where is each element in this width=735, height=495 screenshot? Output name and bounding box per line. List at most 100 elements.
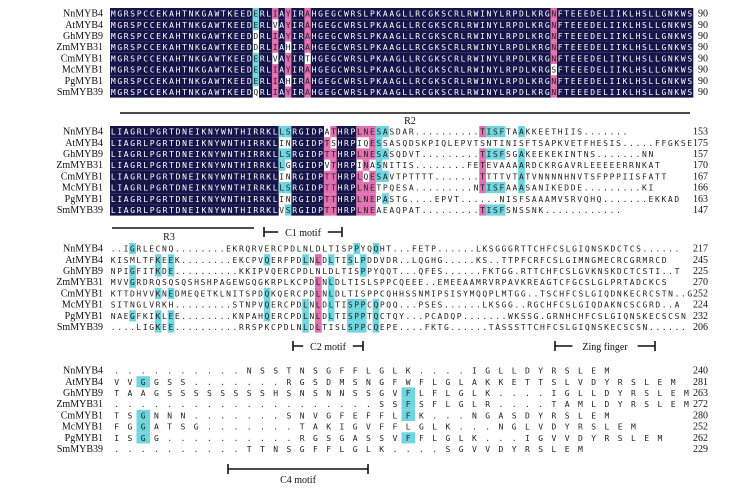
residue-shade xyxy=(550,8,558,20)
residue-shade xyxy=(537,30,545,42)
residue-shade xyxy=(239,86,247,98)
residue-shade xyxy=(349,75,357,87)
residue-shade xyxy=(116,52,124,64)
residue-shade xyxy=(440,64,448,76)
residue-shade xyxy=(667,8,674,20)
species-name: GhMYB9 xyxy=(63,31,103,42)
residue-shade xyxy=(372,321,380,333)
residue-shade xyxy=(246,137,253,149)
species-name: McMYB1 xyxy=(62,300,103,311)
residue-shade xyxy=(569,86,577,98)
residue-count: 90 xyxy=(698,53,708,64)
residue-shade xyxy=(239,19,247,31)
residue-shade xyxy=(621,41,629,53)
residue-shade xyxy=(265,126,273,138)
species-name: McMYB1 xyxy=(62,183,103,194)
residue-shade xyxy=(440,52,448,64)
residue-shade xyxy=(265,86,273,98)
residue-count: 90 xyxy=(698,76,708,87)
residue-count: 153 xyxy=(693,127,708,138)
species-name: ZmMYB31 xyxy=(56,277,103,288)
residue-shade xyxy=(369,126,376,138)
residue-shade xyxy=(686,19,694,31)
residue-shade xyxy=(524,8,532,20)
residue-shade xyxy=(187,86,195,98)
residue-shade xyxy=(161,75,169,87)
residue-shade xyxy=(556,52,564,64)
residue-shade xyxy=(336,159,344,171)
residue-shade xyxy=(382,75,389,87)
residue-shade xyxy=(181,182,189,194)
residue-shade xyxy=(388,41,396,53)
residue-shade xyxy=(531,8,538,20)
residue-shade xyxy=(349,41,357,53)
residue-shade xyxy=(252,75,260,87)
residue-shade xyxy=(291,170,299,182)
residue-shade xyxy=(187,126,195,138)
residue-shade xyxy=(265,8,273,20)
residue-shade xyxy=(174,137,182,149)
residue-shade xyxy=(453,30,461,42)
residue-shade xyxy=(271,126,279,138)
residue-shade xyxy=(485,86,493,98)
residue-shade xyxy=(550,75,558,87)
residue-shade xyxy=(142,30,150,42)
residue-shade xyxy=(621,19,629,31)
residue-shade xyxy=(161,64,169,76)
residue-shade xyxy=(142,75,150,87)
residue-shade xyxy=(537,8,545,20)
species-name: McMYB1 xyxy=(62,65,103,76)
residue-shade xyxy=(401,75,409,87)
residue-shade xyxy=(291,193,299,205)
residue-shade xyxy=(401,30,409,42)
residue-shade xyxy=(278,182,286,194)
residue-shade xyxy=(680,52,687,64)
motif-label: C4 motif xyxy=(280,475,317,486)
residue-shade xyxy=(297,148,305,160)
residue-shade xyxy=(336,193,344,205)
residue-shade xyxy=(129,265,136,277)
residue-shade xyxy=(304,193,312,205)
residue-shade xyxy=(207,159,214,171)
residue-shade xyxy=(155,52,163,64)
residue-shade xyxy=(544,41,551,53)
residue-shade xyxy=(278,41,286,53)
residue-shade xyxy=(284,64,292,76)
residue-shade xyxy=(563,8,571,20)
residue-shade xyxy=(582,8,590,20)
residue-shade xyxy=(310,8,318,20)
residue-shade xyxy=(472,30,480,42)
residue-shade xyxy=(330,204,338,216)
residue-shade xyxy=(343,30,350,42)
residue-shade xyxy=(647,19,655,31)
residue-shade xyxy=(252,193,260,205)
residue-shade xyxy=(220,159,227,171)
residue-shade xyxy=(194,64,201,76)
residue-shade xyxy=(563,30,571,42)
residue-shade xyxy=(181,41,189,53)
residue-shade xyxy=(116,30,124,42)
residue-shade xyxy=(252,126,260,138)
residue-shade xyxy=(323,30,331,42)
residue-shade xyxy=(233,19,240,31)
residue-shade xyxy=(336,170,344,182)
residue-shade xyxy=(382,8,389,20)
residue-shade xyxy=(673,52,681,64)
residue-shade xyxy=(356,86,363,98)
species-name: PgMYB1 xyxy=(65,311,103,322)
residue-shade xyxy=(220,126,227,138)
residue-shade xyxy=(135,86,143,98)
residue-shade xyxy=(401,8,409,20)
residue-shade xyxy=(233,64,240,76)
residue-shade xyxy=(407,19,415,31)
residue-shade xyxy=(284,182,292,194)
residue-shade xyxy=(161,19,169,31)
species-name: AtMYB4 xyxy=(65,255,103,266)
residue-shade xyxy=(369,170,376,182)
residue-shade xyxy=(310,137,318,149)
residue-shade xyxy=(446,86,454,98)
residue-count: 175 xyxy=(693,138,708,149)
